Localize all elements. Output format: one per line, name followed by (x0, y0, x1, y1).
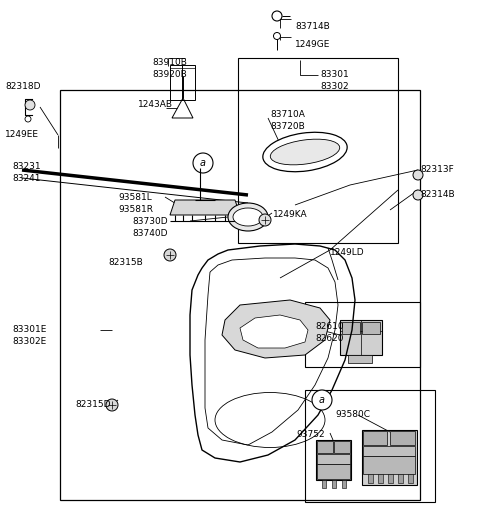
Bar (238, 58, 398, 243)
Text: 82315D: 82315D (75, 400, 110, 409)
Circle shape (312, 390, 332, 410)
Bar (363, 431, 387, 445)
Bar (305, 302, 420, 367)
Bar (342, 480, 346, 488)
Text: 83740D: 83740D (132, 229, 168, 238)
Text: 83720B: 83720B (270, 122, 305, 131)
Circle shape (259, 214, 271, 226)
Bar (362, 322, 380, 334)
Text: 93581L: 93581L (118, 193, 152, 202)
Bar (362, 430, 417, 485)
Bar (334, 441, 350, 453)
Text: 83910B: 83910B (152, 58, 187, 67)
Ellipse shape (228, 203, 268, 231)
Bar (332, 480, 336, 488)
Text: a: a (200, 158, 206, 168)
Polygon shape (222, 300, 330, 358)
Bar (348, 355, 372, 363)
Circle shape (193, 153, 213, 173)
Text: 83710A: 83710A (270, 110, 305, 119)
Text: 82315B: 82315B (108, 258, 143, 267)
Circle shape (25, 116, 31, 122)
Bar (363, 456, 415, 474)
Bar (390, 431, 415, 445)
Text: 83241: 83241 (12, 174, 40, 183)
Bar (322, 480, 326, 488)
Text: 83302E: 83302E (12, 337, 46, 346)
Ellipse shape (270, 139, 340, 165)
Bar (317, 454, 350, 464)
Text: 1249KA: 1249KA (273, 210, 308, 219)
Circle shape (25, 100, 35, 110)
Bar (317, 441, 333, 453)
Text: 1249LD: 1249LD (330, 248, 365, 257)
Text: 82314B: 82314B (420, 190, 455, 199)
Bar (305, 390, 435, 502)
Text: 1243AB: 1243AB (138, 100, 173, 109)
Bar (378, 474, 383, 483)
Bar (408, 474, 413, 483)
Bar (316, 440, 351, 480)
Text: 93752: 93752 (296, 430, 324, 439)
Text: 82620: 82620 (315, 334, 344, 343)
Text: 83730D: 83730D (132, 217, 168, 226)
Bar (342, 322, 360, 334)
Bar (60, 90, 420, 500)
Text: 83302: 83302 (320, 82, 348, 91)
Text: 93580C: 93580C (335, 410, 370, 419)
Bar (398, 474, 403, 483)
Text: 1249EE: 1249EE (5, 130, 39, 139)
Text: 82313F: 82313F (420, 165, 454, 174)
Bar (368, 474, 373, 483)
Circle shape (164, 249, 176, 261)
Text: 83301E: 83301E (12, 325, 47, 334)
Polygon shape (240, 315, 308, 348)
Bar (340, 320, 382, 355)
Circle shape (106, 399, 118, 411)
Ellipse shape (233, 208, 263, 226)
Circle shape (413, 170, 423, 180)
Text: 83714B: 83714B (295, 22, 330, 31)
Text: 83301: 83301 (320, 70, 349, 79)
Text: 1249GE: 1249GE (295, 40, 330, 49)
Bar (388, 474, 393, 483)
Circle shape (413, 190, 423, 200)
Text: 82610: 82610 (315, 322, 344, 331)
Text: a: a (319, 395, 325, 405)
Bar (170, 65, 195, 100)
Bar (363, 446, 415, 456)
Text: 83231: 83231 (12, 162, 41, 171)
Text: 93581R: 93581R (118, 205, 153, 214)
Text: 82318D: 82318D (5, 82, 40, 91)
Text: 83920B: 83920B (152, 70, 187, 79)
Ellipse shape (263, 132, 347, 172)
Polygon shape (170, 200, 240, 215)
Bar (317, 464, 350, 479)
